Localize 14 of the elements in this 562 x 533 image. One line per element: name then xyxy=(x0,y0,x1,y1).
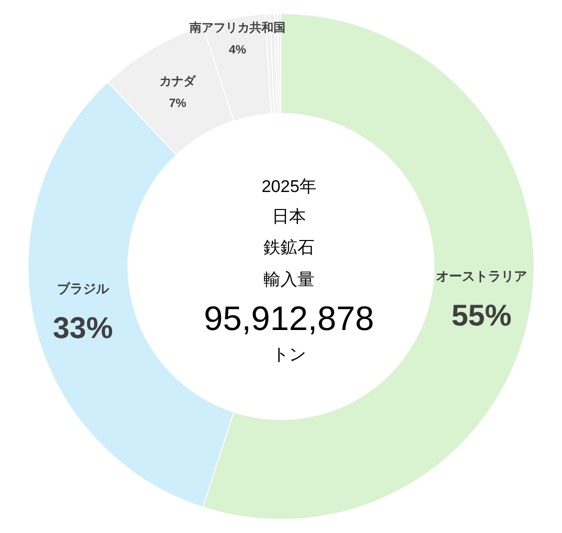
text: 2025年 xyxy=(262,177,316,196)
slice-label: ブラジル xyxy=(56,280,110,296)
slice-label: オーストラリア xyxy=(436,268,527,284)
data-label: 4% xyxy=(228,42,247,57)
slice-label: カナダ xyxy=(160,74,197,88)
text: トン xyxy=(272,345,306,364)
data-label: 7% xyxy=(168,96,187,110)
text: 輸入量 xyxy=(264,270,314,289)
text: 日本 xyxy=(272,207,306,226)
data-label: 33% xyxy=(52,312,113,345)
data-label: 55% xyxy=(451,299,512,332)
text: 95,912,878 xyxy=(204,300,374,338)
text: 鉄鉱石 xyxy=(264,238,314,257)
slice-label: 南アフリカ共和国 xyxy=(188,20,286,35)
